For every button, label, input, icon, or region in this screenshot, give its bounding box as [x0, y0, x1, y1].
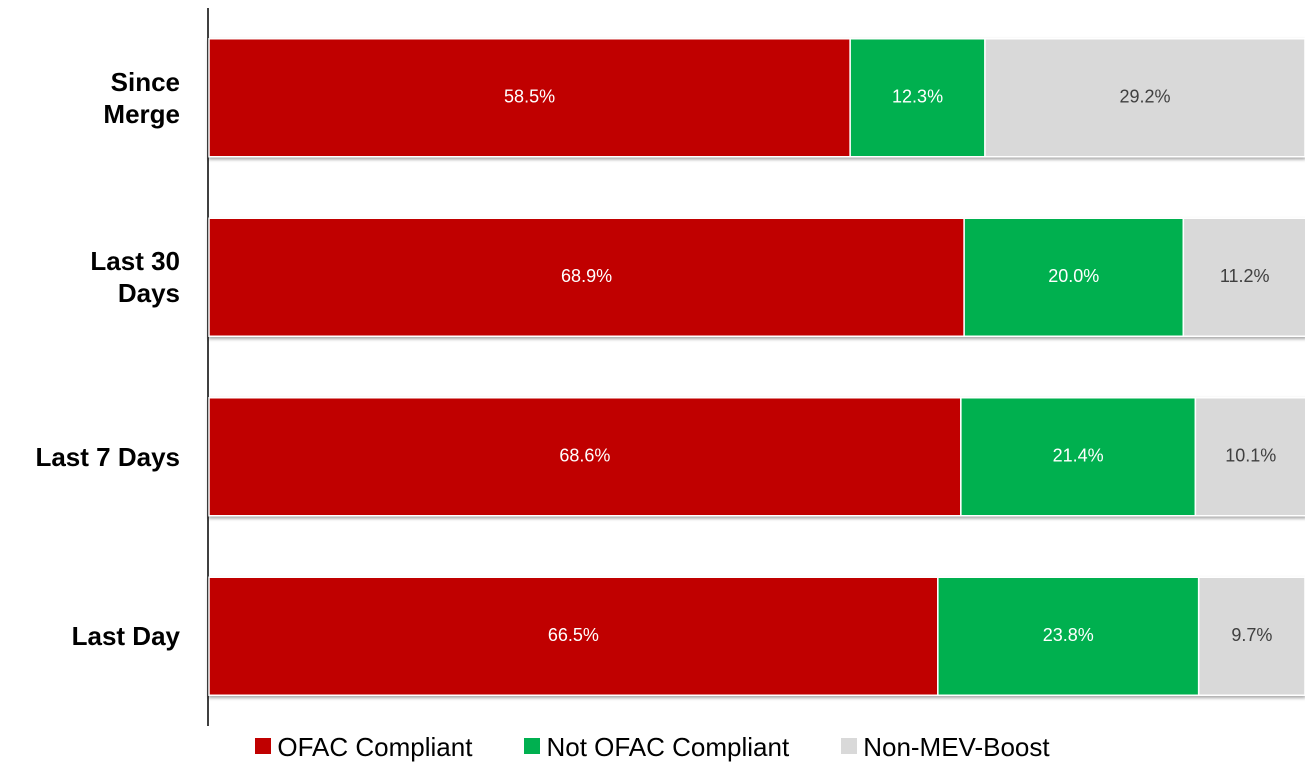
bar-segment	[984, 38, 1305, 158]
value-label: 10.1%	[1225, 446, 1276, 466]
legend-swatch	[524, 738, 541, 754]
legend-swatch	[255, 738, 272, 754]
legend-label: OFAC Compliant	[277, 732, 473, 762]
legend-swatch	[841, 738, 858, 754]
bar-segment	[208, 576, 939, 696]
bar-segment	[208, 217, 965, 337]
category-label: Last Day	[71, 621, 180, 652]
legend-label: Not OFAC Compliant	[546, 732, 790, 762]
category-label: Since Merge	[103, 66, 180, 129]
value-label: 68.6%	[559, 446, 610, 466]
bar-segment	[1194, 397, 1305, 517]
bar-segment	[208, 38, 851, 158]
bar-segment	[849, 38, 986, 158]
bar-row	[208, 576, 1305, 696]
value-label: 12.3%	[892, 87, 943, 107]
legend-label: Non-MEV-Boost	[863, 732, 1050, 762]
category-label: Last 7 Days	[35, 441, 180, 472]
legend-item: Not OFAC Compliant	[524, 732, 789, 763]
bar-row	[208, 38, 1305, 158]
legend-item: OFAC Compliant	[255, 732, 472, 763]
value-label: 20.0%	[1048, 266, 1099, 286]
bar-segment	[1182, 217, 1305, 337]
category-label: Last 30 Days	[90, 246, 180, 309]
bar-segment	[1197, 576, 1305, 696]
value-label: 58.5%	[504, 87, 555, 107]
value-label: 21.4%	[1053, 446, 1104, 466]
bar-segment	[963, 217, 1185, 337]
value-label: 29.2%	[1119, 87, 1170, 107]
legend-item: Non-MEV-Boost	[841, 732, 1050, 763]
bar-row	[208, 217, 1305, 337]
bar-row	[208, 397, 1305, 517]
value-label: 66.5%	[548, 625, 599, 645]
legend: OFAC Compliant Not OFAC Compliant Non-MEV-…	[0, 732, 1305, 763]
bar-segment	[208, 397, 962, 517]
value-label: 23.8%	[1043, 625, 1094, 645]
bar-segment	[960, 397, 1197, 517]
value-label: 11.2%	[1220, 266, 1270, 286]
value-label: 68.9%	[561, 266, 612, 286]
value-label: 9.7%	[1231, 625, 1272, 645]
